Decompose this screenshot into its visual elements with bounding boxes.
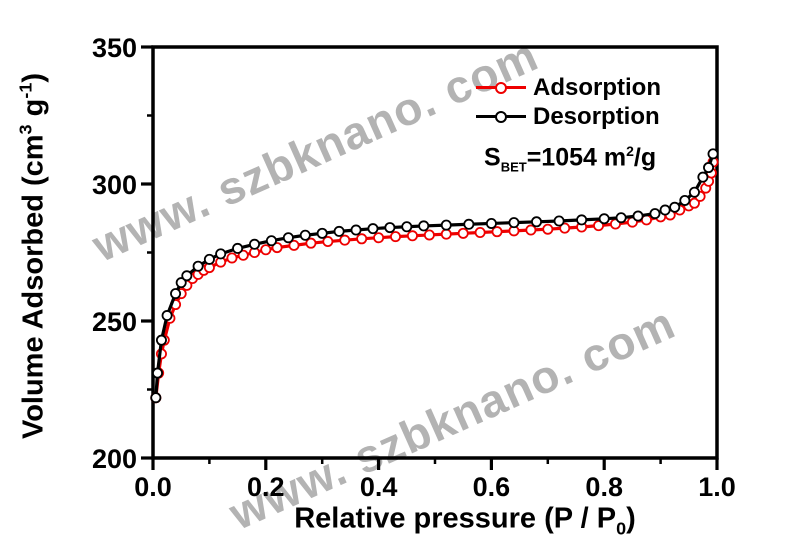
data-point-marker <box>525 224 537 236</box>
x-tick-label: 1.0 <box>698 472 736 502</box>
data-point-marker <box>316 227 328 239</box>
x-tick-label: 0.0 <box>134 472 172 502</box>
axis-ticks <box>141 45 719 470</box>
data-point-marker <box>155 334 167 346</box>
data-point-marker <box>707 148 719 160</box>
data-point-marker <box>457 227 469 239</box>
data-point-marker <box>152 367 164 379</box>
open-circle-marker-icon <box>495 110 507 123</box>
data-point-marker <box>215 248 227 260</box>
adsorption-line-swatch <box>476 81 526 94</box>
data-point-marker <box>282 232 294 244</box>
data-point-marker <box>339 234 351 246</box>
data-point-marker <box>181 270 193 282</box>
data-point-marker <box>170 288 182 300</box>
legend-label-desorption: Desorption <box>533 102 660 130</box>
data-point-marker <box>615 212 627 224</box>
y-axis-title: Volume Adsorbed (cm3 g-1) <box>15 73 50 439</box>
series-adsorption <box>150 156 719 404</box>
data-point-marker <box>463 218 475 230</box>
data-point-marker <box>423 229 435 241</box>
x-tick-label: 0.2 <box>247 472 285 502</box>
x-tick-label: 0.6 <box>473 472 511 502</box>
data-point-marker <box>542 223 554 235</box>
open-circle-marker-icon <box>495 81 507 94</box>
data-point-marker <box>401 221 413 233</box>
data-point-marker <box>288 239 300 251</box>
data-point-marker <box>491 226 503 238</box>
data-point-marker <box>175 277 187 289</box>
data-point-marker <box>249 238 261 250</box>
data-point-marker <box>688 186 700 198</box>
data-point-marker <box>474 226 486 238</box>
data-point-marker <box>593 220 605 232</box>
desorption-line <box>154 153 715 398</box>
y-tick-label: 350 <box>92 33 137 63</box>
data-point-marker <box>322 236 334 248</box>
data-point-marker <box>237 249 249 261</box>
legend-label-adsorption: Adsorption <box>533 73 661 101</box>
data-point-marker <box>265 235 277 247</box>
data-point-marker <box>576 214 588 226</box>
data-point-marker <box>367 223 379 235</box>
legend-item-adsorption: Adsorption <box>476 73 661 102</box>
data-point-marker <box>703 162 715 174</box>
data-point-marker <box>356 233 368 245</box>
data-point-marker <box>649 208 661 220</box>
data-point-marker <box>679 194 691 206</box>
data-point-marker <box>260 244 272 256</box>
data-point-marker <box>669 201 681 213</box>
data-point-marker <box>373 232 385 244</box>
adsorption-line <box>154 161 715 398</box>
data-point-marker <box>299 229 311 241</box>
y-tick-label: 200 <box>92 444 137 474</box>
data-point-marker <box>598 213 610 225</box>
data-point-marker <box>688 197 700 209</box>
x-tick-label: 0.8 <box>585 472 623 502</box>
data-point-marker <box>531 216 543 228</box>
data-point-marker <box>350 224 362 236</box>
data-point-marker <box>232 242 244 254</box>
legend-item-desorption: Desorption <box>476 102 661 131</box>
series-desorption <box>150 148 719 404</box>
legend: Adsorption Desorption <box>476 73 661 131</box>
data-point-marker <box>305 237 317 249</box>
data-point-marker <box>559 222 571 234</box>
data-point-marker <box>271 242 283 254</box>
data-point-marker <box>406 230 418 242</box>
data-point-marker <box>632 210 644 222</box>
data-point-marker <box>333 225 345 237</box>
data-point-marker <box>440 219 452 231</box>
x-tick-label: 0.4 <box>360 472 398 502</box>
data-point-marker <box>150 392 162 404</box>
data-point-marker <box>553 215 565 227</box>
desorption-line-swatch <box>476 110 526 123</box>
data-point-marker <box>192 260 204 272</box>
y-tick-label: 250 <box>92 307 137 337</box>
y-tick-label: 300 <box>92 170 137 200</box>
data-point-marker <box>390 231 402 243</box>
data-point-marker <box>161 310 173 322</box>
data-point-marker <box>384 222 396 234</box>
data-point-marker <box>440 228 452 240</box>
data-point-marker <box>659 204 671 216</box>
data-point-marker <box>226 252 238 264</box>
data-point-marker <box>508 217 520 229</box>
data-point-marker <box>418 220 430 232</box>
data-point-marker <box>203 253 215 265</box>
data-point-marker <box>697 171 709 183</box>
data-point-marker <box>485 217 497 229</box>
bet-annotation: SBET=1054 m2/g <box>484 143 657 175</box>
x-axis-title: Relative pressure (P / P0) <box>294 502 636 539</box>
